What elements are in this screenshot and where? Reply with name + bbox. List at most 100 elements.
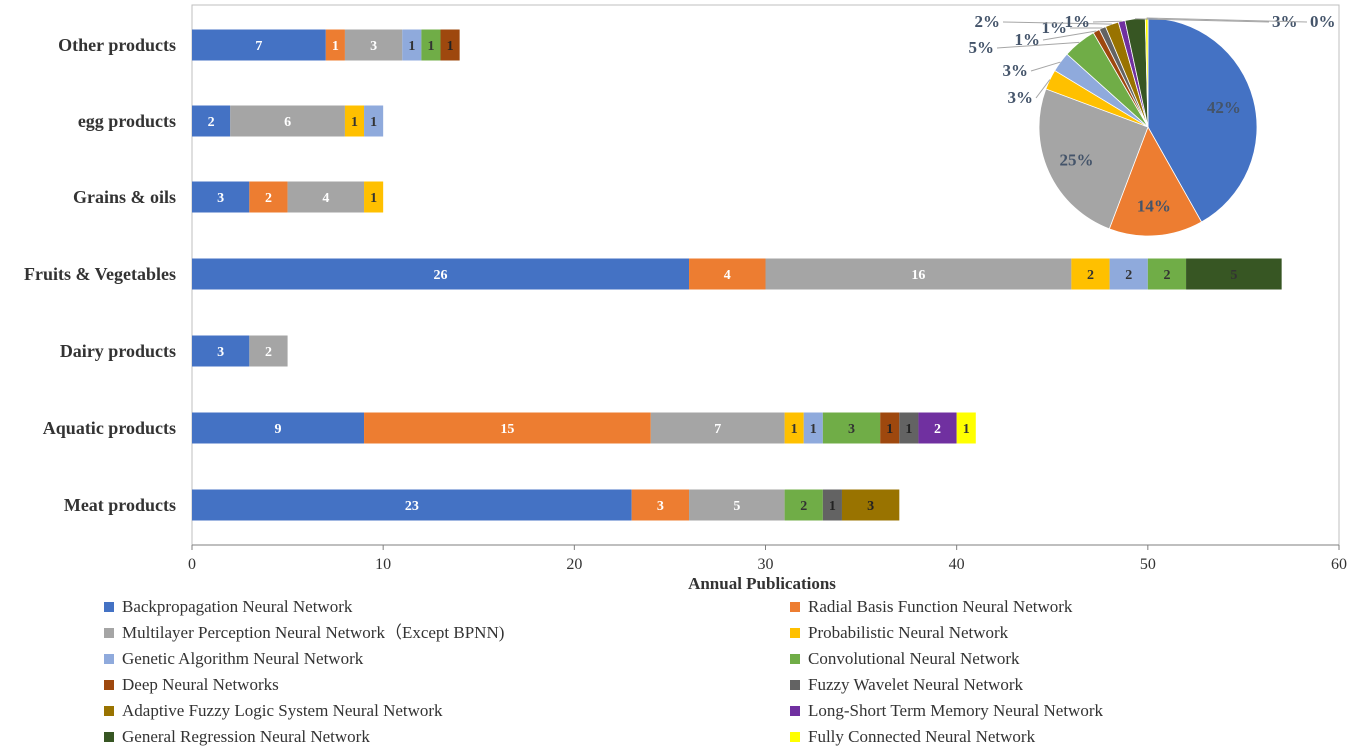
legend-item: Fuzzy Wavelet Neural Network xyxy=(790,672,1023,698)
x-axis-title: Annual Publications xyxy=(688,574,836,593)
bar-segment xyxy=(1186,258,1282,290)
bar-segment xyxy=(325,29,345,61)
bar-segment xyxy=(249,181,288,213)
bar-segment xyxy=(192,181,250,213)
pie-chart: 42%14%25%3%3%5% 1%1%2% 1% 3% 0% xyxy=(969,12,1336,237)
bar-data-label: 1 xyxy=(905,422,912,437)
bar-data-label: 2 xyxy=(208,115,215,130)
bar-segment xyxy=(689,258,766,290)
pie-leader-line xyxy=(1035,79,1051,99)
legend-swatch xyxy=(790,602,800,612)
bar-data-label: 1 xyxy=(447,39,454,54)
bar-data-label: 1 xyxy=(886,422,893,437)
bar-data-label: 1 xyxy=(427,39,434,54)
bar-segment xyxy=(192,258,690,290)
category-label: Meat products xyxy=(64,495,176,515)
bar-segment xyxy=(192,29,326,61)
bars-layer: 7 1 3 1 1 12 6 1 13 2 4 126 4 16 2 2 2 53 29 15 7 1 1 3 1 1 2 123 3 5… xyxy=(192,29,1282,521)
bar-segment xyxy=(344,29,403,61)
bar-data-label: 9 xyxy=(275,422,282,437)
pie-data-label: 2% xyxy=(975,12,1001,31)
bar-data-label: 26 xyxy=(434,268,448,283)
pie-slice xyxy=(1108,126,1203,237)
legend-item: Long-Short Term Memory Neural Network xyxy=(790,698,1103,724)
legend-swatch xyxy=(104,654,114,664)
pie-leader-line xyxy=(1135,18,1270,23)
bar-data-label: 1 xyxy=(963,422,970,437)
x-tick-label: 60 xyxy=(1331,556,1347,573)
pie-data-label: 0% xyxy=(1310,12,1336,31)
pie-leader-line xyxy=(1030,61,1061,72)
pie-leader-line xyxy=(1002,21,1112,25)
bar-data-label: 1 xyxy=(408,39,415,54)
bar-data-label: 2 xyxy=(1125,268,1132,283)
bar-data-label: 7 xyxy=(255,39,262,54)
legend-swatch xyxy=(104,680,114,690)
bar-segment xyxy=(344,105,365,137)
bar-data-label: 3 xyxy=(867,499,874,514)
bar-segment xyxy=(440,29,460,61)
pie-leader-line xyxy=(1146,17,1308,23)
legend-label: Probabilistic Neural Network xyxy=(808,623,1009,642)
bar-segment xyxy=(287,181,365,213)
legend-item: Probabilistic Neural Network xyxy=(790,620,1008,646)
bar-segment xyxy=(364,412,651,444)
pie-data-label: 25% xyxy=(1060,150,1094,169)
pie-data-label: 3% xyxy=(1008,88,1034,107)
bar-data-label: 15 xyxy=(500,422,514,437)
bar-segment xyxy=(364,105,384,137)
pie-leader-line xyxy=(1092,20,1122,23)
pie-data-label: 3% xyxy=(1003,61,1029,80)
x-tick-label: 40 xyxy=(949,556,965,573)
category-label: Fruits & Vegetables xyxy=(24,264,176,284)
bar-segment xyxy=(402,29,422,61)
bar-data-label: 2 xyxy=(265,191,272,206)
category-label: Grains & oils xyxy=(73,187,176,207)
bar-segment xyxy=(822,489,842,521)
bar-data-label: 3 xyxy=(217,345,224,360)
bar-data-label: 1 xyxy=(370,191,377,206)
bar-segment xyxy=(230,105,345,137)
bar-segment xyxy=(1071,258,1110,290)
legend-swatch xyxy=(790,654,800,664)
bar-segment xyxy=(784,412,804,444)
bar-segment xyxy=(784,489,823,521)
x-tick-label: 20 xyxy=(566,556,582,573)
legend-label: Backpropagation Neural Network xyxy=(122,597,353,616)
x-tick-label: 10 xyxy=(375,556,391,573)
bar-data-label: 7 xyxy=(714,422,721,437)
legend-swatch xyxy=(104,628,114,638)
legend-swatch xyxy=(790,732,800,742)
bar-data-label: 16 xyxy=(911,268,925,283)
pie-data-label: 42% xyxy=(1207,98,1241,117)
pie-leader-line xyxy=(996,41,1080,49)
pie-data-label: 14% xyxy=(1137,196,1171,215)
category-label: Aquatic products xyxy=(43,418,176,438)
bar-data-label: 1 xyxy=(370,115,377,130)
bar-data-label: 6 xyxy=(284,115,291,130)
legend-label: Adaptive Fuzzy Logic System Neural Netwo… xyxy=(122,701,443,720)
bar-data-label: 1 xyxy=(829,499,836,514)
bar-segment xyxy=(822,412,881,444)
bar-segment xyxy=(249,335,288,367)
bar-segment xyxy=(899,412,919,444)
x-tick-label: 30 xyxy=(758,556,774,573)
legend-swatch xyxy=(104,706,114,716)
pie-data-label: 5% xyxy=(969,38,995,57)
legend-swatch xyxy=(790,706,800,716)
legend-label: General Regression Neural Network xyxy=(122,727,370,746)
pie-slice xyxy=(1147,17,1258,223)
legend-item: General Regression Neural Network xyxy=(104,724,370,750)
bar-data-label: 23 xyxy=(405,499,419,514)
bar-data-label: 3 xyxy=(217,191,224,206)
legend-label: Radial Basis Function Neural Network xyxy=(808,597,1073,616)
legend-label: Long-Short Term Memory Neural Network xyxy=(808,701,1103,720)
bar-data-label: 1 xyxy=(351,115,358,130)
bar-data-label: 3 xyxy=(370,39,377,54)
pie-data-label: 1% xyxy=(1042,18,1068,37)
legend-item: Deep Neural Networks xyxy=(104,672,279,698)
bar-segment xyxy=(803,412,823,444)
bar-segment xyxy=(192,412,365,444)
bar-data-label: 3 xyxy=(657,499,664,514)
